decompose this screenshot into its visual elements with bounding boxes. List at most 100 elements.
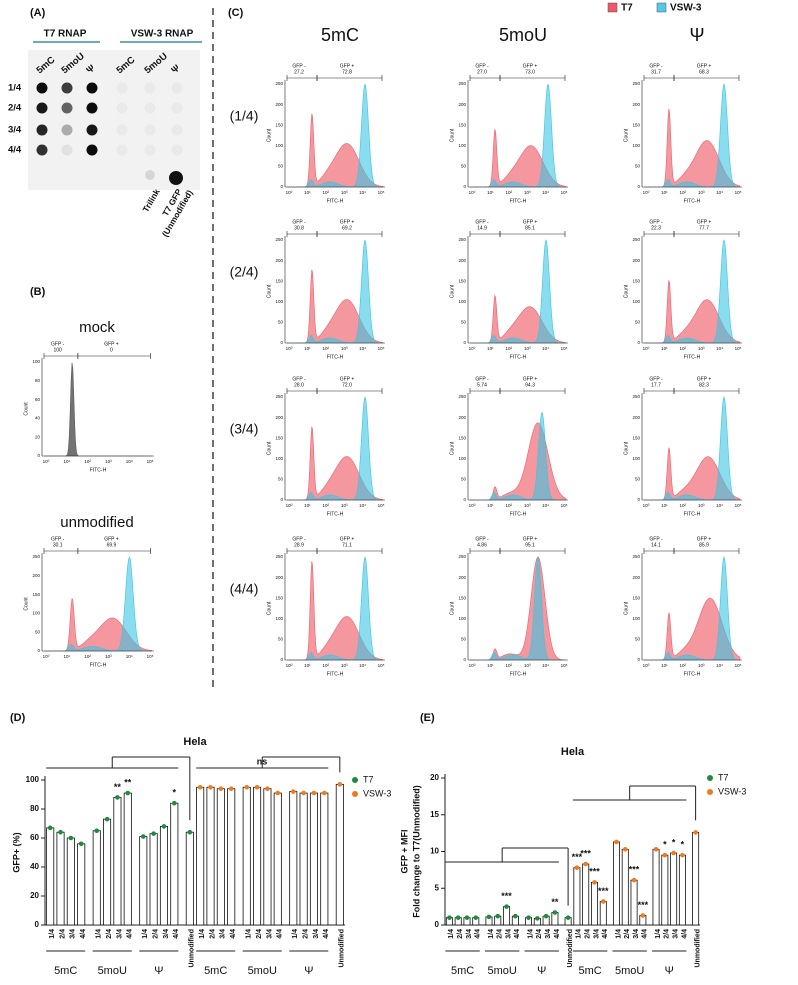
significance: ** (124, 777, 132, 787)
y-tick-label: 150 (632, 595, 640, 600)
gate-value: 85.1 (525, 225, 535, 231)
y-axis-title: GFP + MFI (399, 829, 409, 873)
y-tick-label: 200 (458, 258, 466, 263)
x-tick-label: 2/4 (152, 929, 159, 939)
bar (273, 792, 282, 926)
x-tick-label: 3/4 (545, 929, 552, 939)
x-tick-label: 2/4 (59, 929, 66, 939)
gate-label: GFP - (475, 376, 489, 382)
significance: *** (629, 865, 640, 875)
bar (159, 826, 168, 926)
y-tick-label: 50 (635, 320, 641, 325)
y-axis-title: GFP+ (%) (11, 832, 21, 872)
x-tick-label: 1/4 (448, 929, 455, 939)
control-label: Trilink (140, 187, 161, 214)
x-tick-label: 10² (680, 346, 687, 351)
data-point (565, 915, 571, 920)
legend-label: T7 (363, 774, 374, 784)
blot-spot (171, 102, 183, 114)
bar (139, 836, 148, 926)
gate-value: 14.1 (651, 542, 661, 548)
x-tick-label: 10⁰ (643, 346, 650, 351)
x-tick-label: 10³ (698, 190, 705, 195)
x-tick-label: 2/4 (536, 929, 543, 939)
x-tick-label: 10² (323, 503, 330, 508)
x-tick-label: 10³ (341, 503, 348, 508)
gate-label: GFP + (697, 376, 712, 382)
x-tick-label: 3/4 (220, 929, 227, 939)
x-tick-label: 10² (323, 346, 330, 351)
axis-title: Count (623, 441, 629, 455)
group-label: Ψ (665, 965, 674, 977)
column-header: 5moU (499, 25, 547, 45)
y-tick-label: 250 (458, 554, 466, 559)
x-tick-label: 10⁰ (643, 503, 650, 508)
data-point (290, 789, 296, 794)
x-tick-label: 10⁰ (469, 346, 476, 351)
x-tick-label: 10⁴ (716, 663, 723, 668)
blot-spot (36, 124, 48, 136)
x-tick-label: 10² (506, 503, 513, 508)
x-tick-label: 10⁰ (43, 654, 50, 659)
x-tick-label: 10⁴ (716, 190, 723, 195)
y-tick-label: 50 (35, 629, 41, 634)
significance: ** (114, 782, 122, 792)
bar (196, 786, 205, 926)
bar (678, 854, 686, 926)
y-tick-label: 250 (32, 554, 40, 559)
axis-title: Count (449, 128, 455, 142)
y-tick-label: 100 (632, 299, 640, 304)
chart-title: Hela (561, 746, 585, 758)
data-point (495, 913, 501, 919)
axis-title: Count (623, 601, 629, 615)
gate-value: 95.1 (525, 542, 535, 548)
x-tick-label: 10⁵ (378, 663, 385, 668)
x-tick-label: 10¹ (304, 346, 311, 351)
y-tick-label: 50 (278, 477, 284, 482)
axis-title: FITC-H (510, 671, 527, 677)
y-tick-label: 5 (435, 883, 440, 892)
blot-spot (86, 82, 98, 94)
x-tick-label: 2/4 (624, 929, 631, 939)
gate-label: GFP + (697, 63, 712, 69)
y-tick-label: 50 (461, 637, 467, 642)
bar (612, 841, 620, 926)
significance: *** (572, 852, 583, 862)
group-label: 5mC (451, 965, 474, 977)
x-tick-label: 10⁰ (286, 346, 293, 351)
axis-title: Count (266, 128, 272, 142)
bar (335, 783, 344, 926)
y-tick-label: 250 (275, 394, 283, 399)
bar (599, 901, 607, 926)
significance: ns (257, 756, 268, 766)
x-tick-label: 2/4 (585, 929, 592, 939)
x-tick-label: 10³ (524, 346, 531, 351)
x-tick-label: 2/4 (664, 929, 671, 939)
blot-spot (86, 144, 98, 156)
y-tick-label: 0 (463, 340, 466, 345)
y-tick-label: 200 (632, 415, 640, 420)
data-point (228, 786, 234, 791)
y-tick-label: 150 (632, 435, 640, 440)
axis-title: FITC-H (327, 511, 344, 517)
bar (289, 791, 298, 926)
bar (66, 837, 75, 926)
significance: * (173, 788, 177, 798)
histogram-t7 (470, 422, 567, 501)
data-point (208, 784, 213, 790)
bar (621, 848, 629, 926)
group-label: Ψ (154, 965, 163, 977)
data-point (455, 915, 461, 920)
y-tick-label: 150 (458, 122, 466, 127)
x-tick-label: 10¹ (304, 663, 311, 668)
data-point (218, 786, 224, 791)
axis-title: Count (266, 601, 272, 615)
x-tick-label: 3/4 (672, 929, 679, 939)
significance: *** (598, 886, 609, 896)
gate-value: 22.3 (651, 225, 661, 231)
y-tick-label: 100 (458, 456, 466, 461)
axis-title: FITC-H (510, 354, 527, 360)
gate-value: 27.2 (294, 69, 304, 75)
bar (113, 797, 122, 926)
